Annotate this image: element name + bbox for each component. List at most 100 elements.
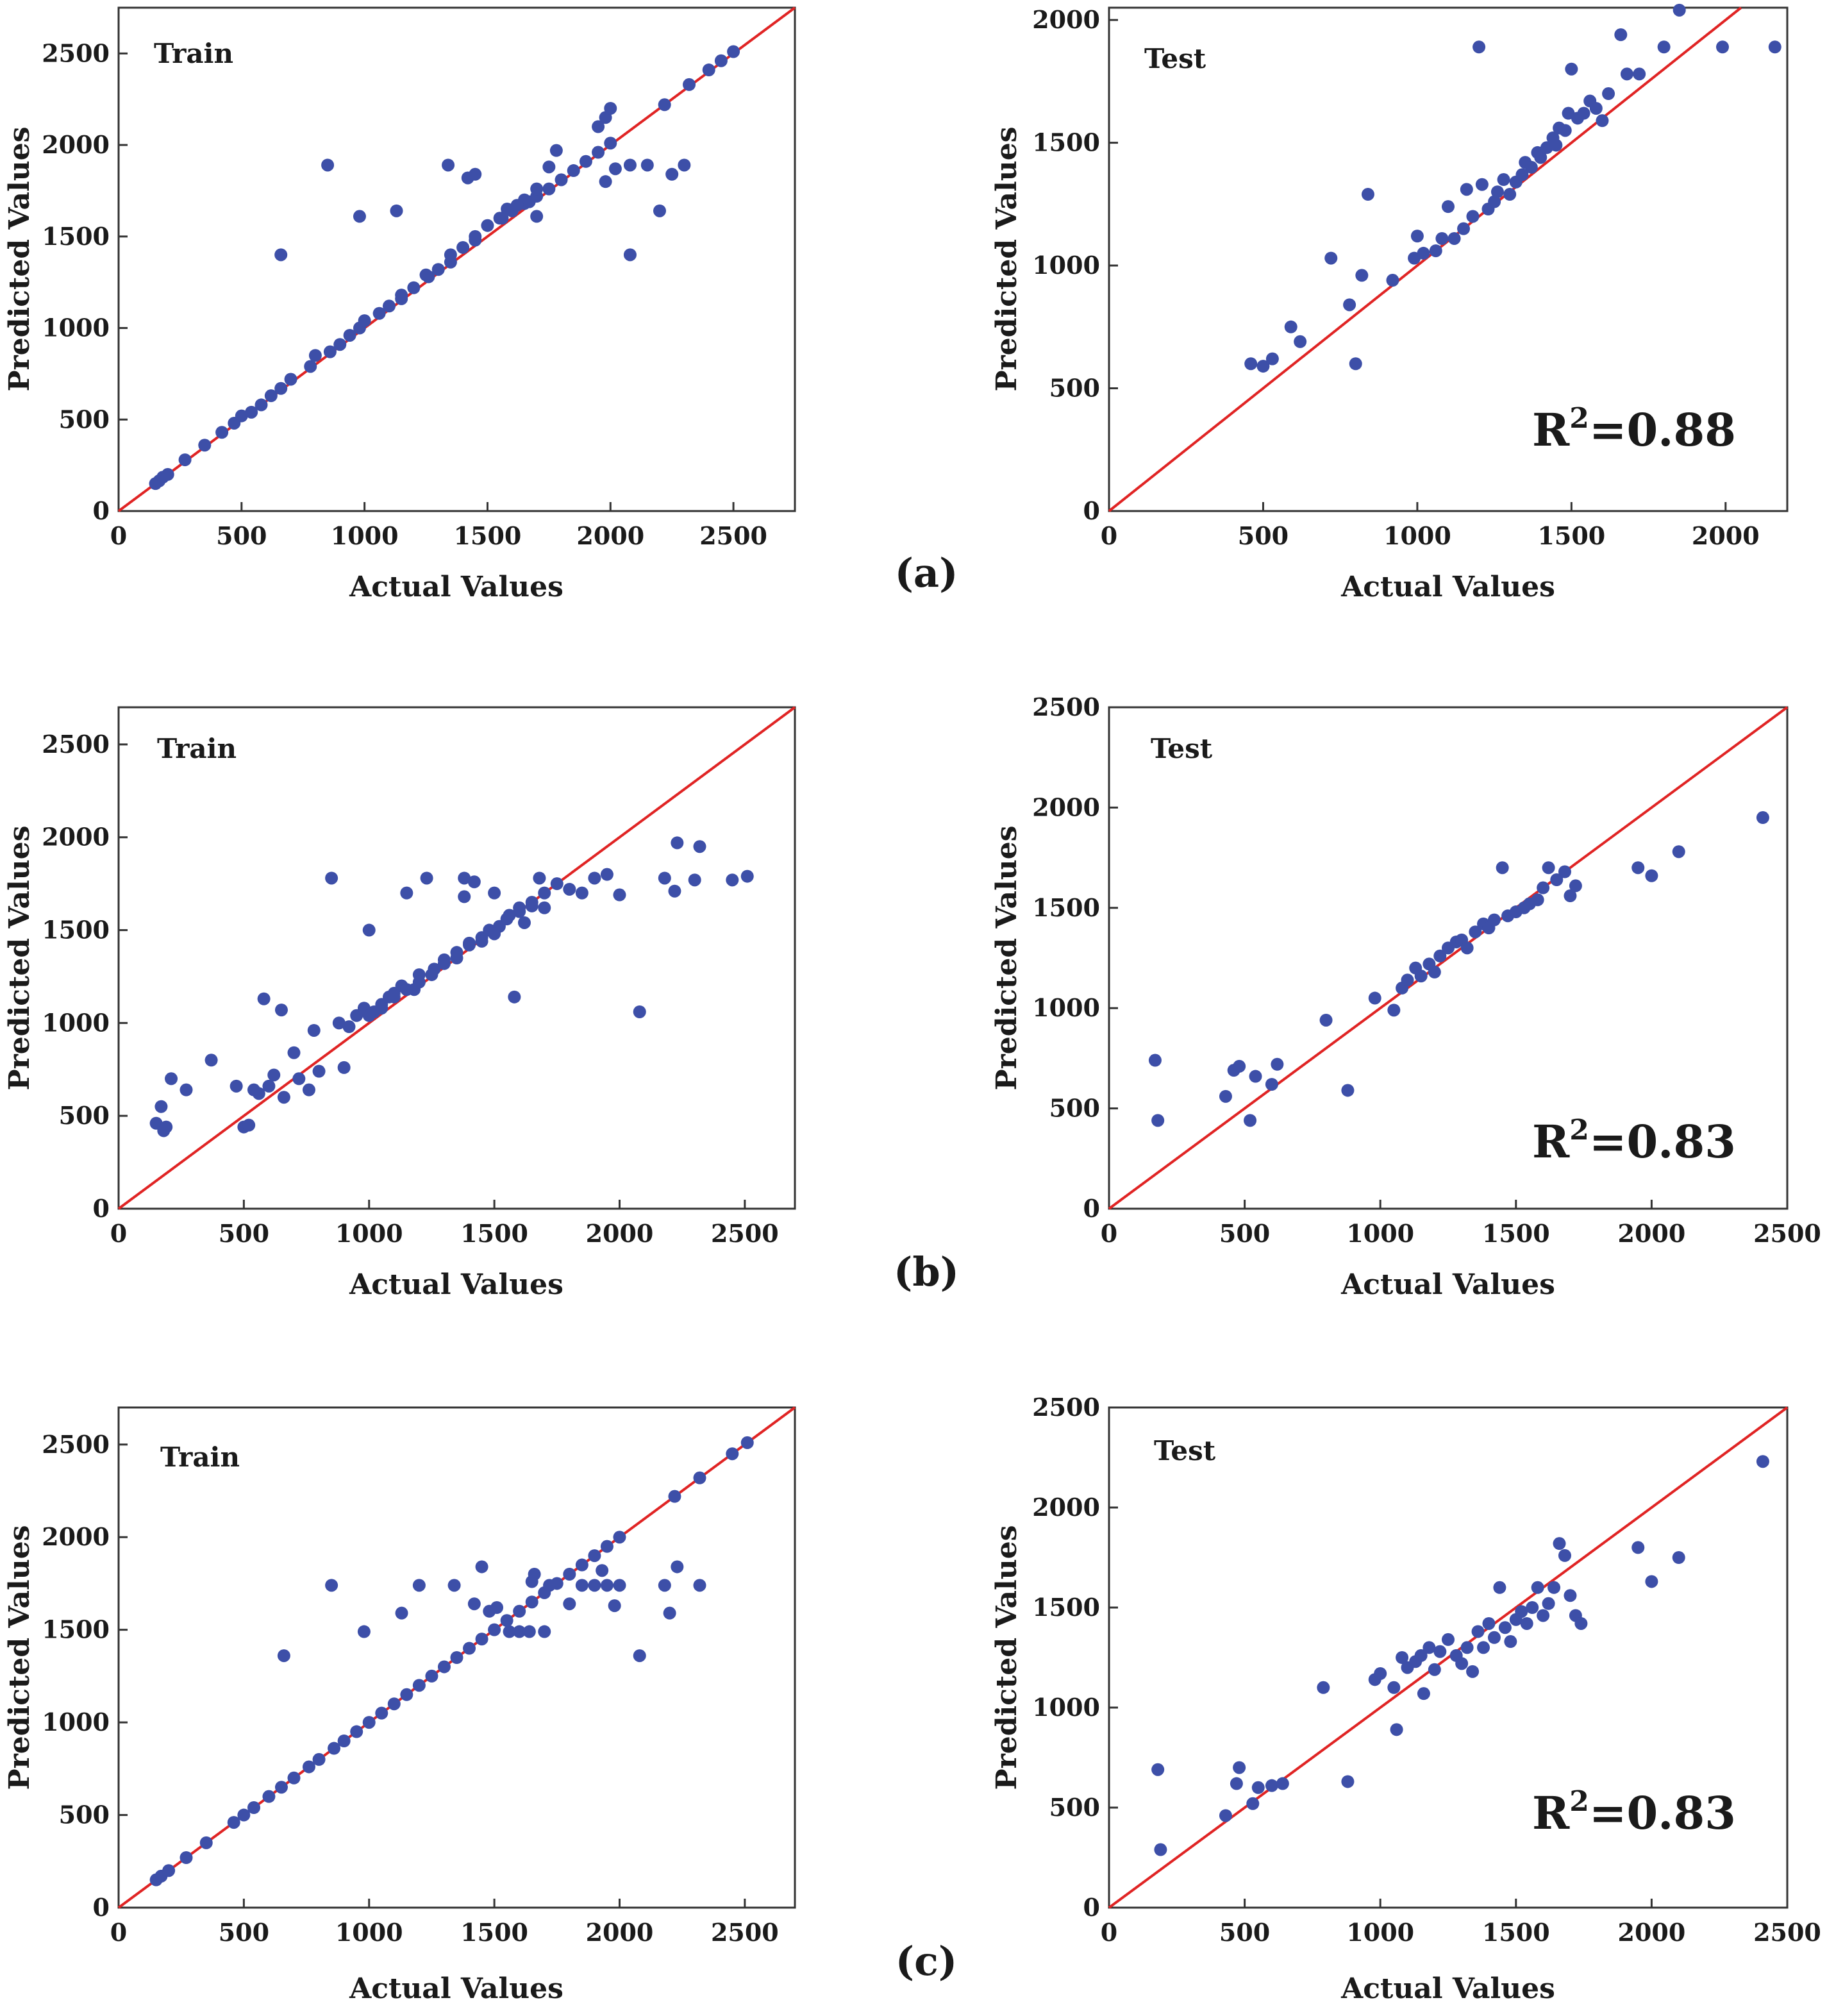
x-tick-label: 1000: [1346, 1918, 1414, 1947]
data-point: [1433, 1645, 1447, 1658]
data-point: [1569, 879, 1582, 893]
data-point: [463, 936, 476, 950]
data-point: [252, 1087, 265, 1100]
x-tick-label: 2500: [711, 1918, 779, 1947]
data-point: [1154, 1843, 1167, 1856]
data-point: [658, 871, 671, 885]
y-tick-label: 2000: [1032, 5, 1100, 34]
data-point: [333, 338, 347, 351]
y-tick-label: 1000: [1032, 1693, 1100, 1722]
data-point: [437, 953, 451, 966]
panel-title: Train: [154, 38, 233, 69]
ticks: 0 500 1000 1500 2000 2500 0 500 1000 1500 2000 2500: [1032, 1393, 1821, 1947]
data-point: [229, 1079, 243, 1093]
data-point: [1620, 67, 1633, 81]
x-axis-label: Actual Values: [1340, 1268, 1555, 1301]
data-point: [1401, 973, 1414, 987]
data-point: [362, 1716, 376, 1729]
data-point: [304, 360, 317, 373]
data-point: [1435, 231, 1449, 245]
data-point: [1341, 1775, 1355, 1788]
data-point: [490, 1601, 504, 1614]
data-point: [1390, 1723, 1403, 1736]
data-point: [1756, 811, 1769, 825]
diagonal: [1108, 1406, 1789, 1909]
data-point: [475, 1633, 488, 1646]
data-point: [1497, 173, 1510, 187]
data-point: [1460, 941, 1474, 955]
x-tick-label: 2000: [586, 1918, 654, 1947]
data-point: [362, 1009, 376, 1022]
data-point: [549, 144, 563, 157]
y-tick-label: 1000: [42, 314, 110, 342]
y-tick-label: 1500: [1032, 1593, 1100, 1622]
data-point: [1387, 1004, 1401, 1017]
data-point: [450, 952, 463, 964]
data-point: [613, 1579, 626, 1592]
data-point: [475, 934, 488, 948]
data-point: [600, 868, 613, 881]
data-point: [458, 871, 471, 885]
data-point: [1475, 178, 1489, 191]
data-point: [1410, 230, 1424, 243]
data-point: [740, 869, 754, 883]
x-tick-label: 2000: [576, 521, 644, 550]
data-point: [1433, 949, 1447, 962]
data-point: [1460, 183, 1473, 196]
row-label-a: (a): [895, 550, 958, 596]
data-point: [688, 873, 701, 887]
x-axis-label: Actual Values: [1340, 1972, 1555, 2005]
data-point: [1633, 67, 1646, 81]
data-point: [419, 268, 433, 281]
data-point: [613, 888, 626, 902]
data-point: [1284, 320, 1297, 333]
data-point: [307, 1023, 321, 1037]
data-point: [1317, 1681, 1330, 1694]
data-point: [575, 1558, 588, 1572]
data-point: [1251, 1781, 1265, 1794]
y-tick-label: 2000: [1032, 1493, 1100, 1522]
x-tick-label: 1500: [1482, 1918, 1550, 1947]
y-tick-label: 1500: [1032, 128, 1100, 157]
data-point: [1549, 139, 1563, 152]
data-point: [600, 1540, 613, 1553]
data-point: [469, 230, 482, 243]
y-tick-label: 0: [93, 1893, 110, 1922]
data-point: [1542, 1597, 1555, 1610]
data-point: [1558, 124, 1572, 137]
data-point: [1673, 3, 1686, 17]
y-axis-label: Predicted Values: [3, 126, 36, 391]
y-tick-label: 500: [1049, 374, 1100, 403]
data-point: [1271, 1057, 1284, 1071]
y-tick-label: 0: [93, 496, 110, 525]
data-point: [287, 1771, 301, 1785]
data-point: [510, 199, 524, 212]
y-tick-label: 500: [59, 405, 110, 433]
x-tick-label: 1000: [1383, 521, 1451, 550]
data-point: [274, 1004, 288, 1017]
data-point: [325, 1579, 338, 1592]
y-tick-label: 500: [59, 1801, 110, 1829]
data-point: [1349, 357, 1362, 371]
data-point: [475, 1560, 488, 1574]
data-point: [1442, 200, 1455, 214]
data-point: [1447, 231, 1461, 245]
points: [149, 1436, 754, 1886]
x-tick-label: 2500: [699, 521, 767, 550]
x-axis-label: Actual Values: [1340, 571, 1555, 603]
r2-value: 0.83: [1626, 1786, 1736, 1840]
data-point: [1631, 1541, 1645, 1554]
data-point: [522, 1625, 536, 1638]
data-point: [1387, 1681, 1401, 1694]
data-point: [608, 1599, 621, 1613]
ticks: 0 500 1000 1500 2000 2500 0 500 1000 1500 2000 2500: [42, 1430, 779, 1947]
data-point: [1574, 1617, 1588, 1630]
data-point: [530, 210, 544, 223]
data-point: [302, 1760, 315, 1774]
panel-c-train: 0 500 1000 1500 2000 2500 0 500 1000 1500 2000 2500…: [3, 1406, 796, 2005]
data-point: [412, 975, 426, 989]
data-point: [1515, 168, 1529, 181]
data-point: [1488, 195, 1501, 208]
points: [149, 45, 740, 491]
data-point: [658, 1579, 671, 1592]
